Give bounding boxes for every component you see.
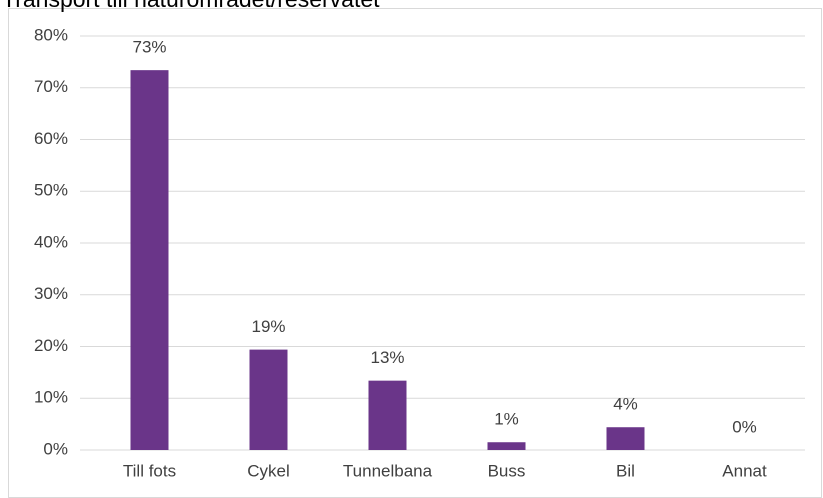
chart-border <box>8 8 822 498</box>
bar <box>249 349 288 450</box>
chart-title: Transport till naturområdet/reservatet <box>2 0 380 12</box>
y-tick-label: 20% <box>34 336 68 355</box>
data-label: 1% <box>494 410 519 429</box>
y-tick-label: 40% <box>34 232 68 251</box>
x-tick-label: Annat <box>722 461 767 480</box>
x-tick-label: Tunnelbana <box>343 461 433 480</box>
bar <box>606 427 645 450</box>
bar <box>130 70 169 450</box>
y-tick-label: 80% <box>34 25 68 44</box>
y-tick-label: 50% <box>34 181 68 200</box>
data-label: 4% <box>613 395 638 414</box>
bar <box>368 380 407 450</box>
y-tick-label: 60% <box>34 129 68 148</box>
y-tick-label: 30% <box>34 284 68 303</box>
y-tick-label: 0% <box>43 439 68 458</box>
x-tick-label: Buss <box>488 461 526 480</box>
data-label: 73% <box>132 38 166 57</box>
data-label: 19% <box>251 317 285 336</box>
bar <box>487 442 526 450</box>
data-label: 13% <box>370 348 404 367</box>
x-tick-label: Bil <box>616 461 635 480</box>
data-label: 0% <box>732 417 757 436</box>
x-tick-label: Till fots <box>123 461 176 480</box>
y-tick-label: 70% <box>34 77 68 96</box>
y-tick-label: 10% <box>34 388 68 407</box>
x-tick-label: Cykel <box>247 461 290 480</box>
